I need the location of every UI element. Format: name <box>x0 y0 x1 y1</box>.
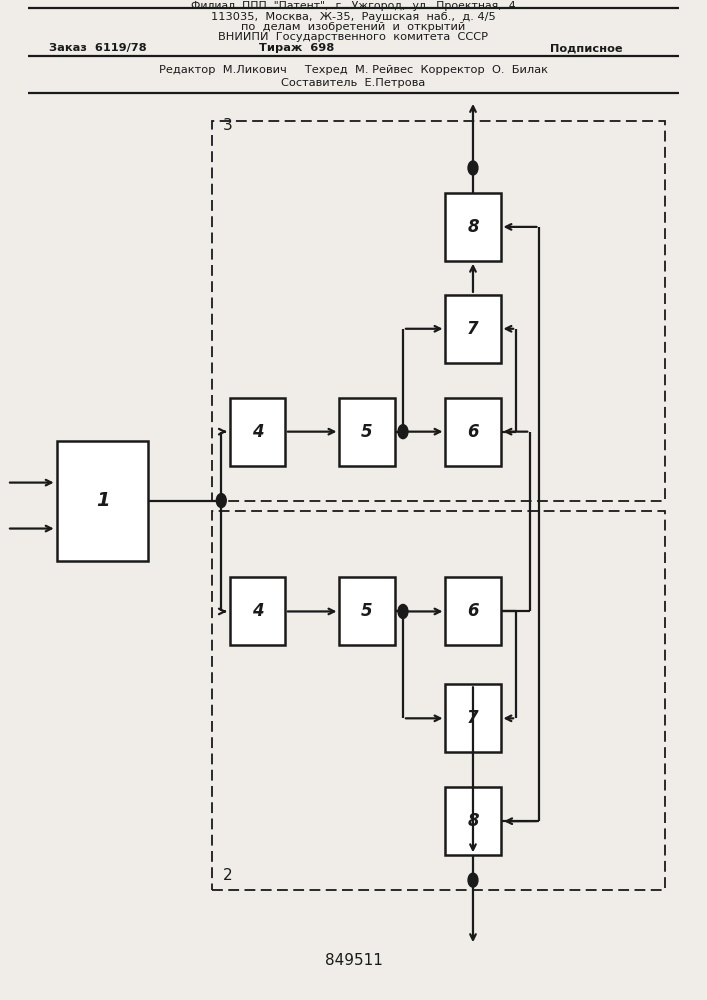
Text: 5: 5 <box>361 602 373 620</box>
Bar <box>445 577 501 645</box>
Text: 8: 8 <box>467 812 479 830</box>
Bar <box>445 295 501 363</box>
Text: 6: 6 <box>467 423 479 441</box>
Text: 113035,  Москва,  Ж-35,  Раушская  наб.,  д. 4/5: 113035, Москва, Ж-35, Раушская наб., д. … <box>211 12 496 22</box>
Bar <box>212 121 665 501</box>
Bar <box>445 684 501 752</box>
Bar <box>230 398 285 466</box>
Text: 1: 1 <box>95 491 110 510</box>
Text: 7: 7 <box>467 709 479 727</box>
Bar <box>339 577 395 645</box>
Bar <box>445 398 501 466</box>
Circle shape <box>216 494 226 508</box>
Text: Филиал  ППП  "Патент",  г.  Ужгород,  ул.  Проектная,  4: Филиал ППП "Патент", г. Ужгород, ул. Про… <box>191 1 516 11</box>
Bar <box>57 441 148 561</box>
Bar <box>445 787 501 855</box>
Bar <box>445 193 501 261</box>
Text: Подписное: Подписное <box>549 43 622 53</box>
Circle shape <box>468 161 478 175</box>
Text: 2: 2 <box>223 868 233 883</box>
Text: 3: 3 <box>223 118 233 133</box>
Text: 5: 5 <box>361 423 373 441</box>
Text: 849511: 849511 <box>325 953 382 968</box>
Text: Заказ  6119/78: Заказ 6119/78 <box>49 43 147 53</box>
Text: Тираж  698: Тираж 698 <box>259 43 334 53</box>
Circle shape <box>398 425 408 439</box>
Circle shape <box>398 604 408 618</box>
Text: 4: 4 <box>252 602 263 620</box>
Text: Составитель  Е.Петрова: Составитель Е.Петрова <box>281 78 426 88</box>
Text: Редактор  М.Ликович     Техред  М. Рейвес  Корректор  О.  Билак: Редактор М.Ликович Техред М. Рейвес Корр… <box>159 65 548 75</box>
Circle shape <box>468 873 478 887</box>
Text: по  делам  изобретений  и  открытий: по делам изобретений и открытий <box>241 22 466 32</box>
Text: ВНИИПИ  Государственного  комитета  СССР: ВНИИПИ Государственного комитета СССР <box>218 32 489 42</box>
Text: 6: 6 <box>467 602 479 620</box>
Bar <box>339 398 395 466</box>
Text: 7: 7 <box>467 320 479 338</box>
Bar <box>230 577 285 645</box>
Text: 8: 8 <box>467 218 479 236</box>
Bar <box>212 511 665 890</box>
Text: 4: 4 <box>252 423 263 441</box>
